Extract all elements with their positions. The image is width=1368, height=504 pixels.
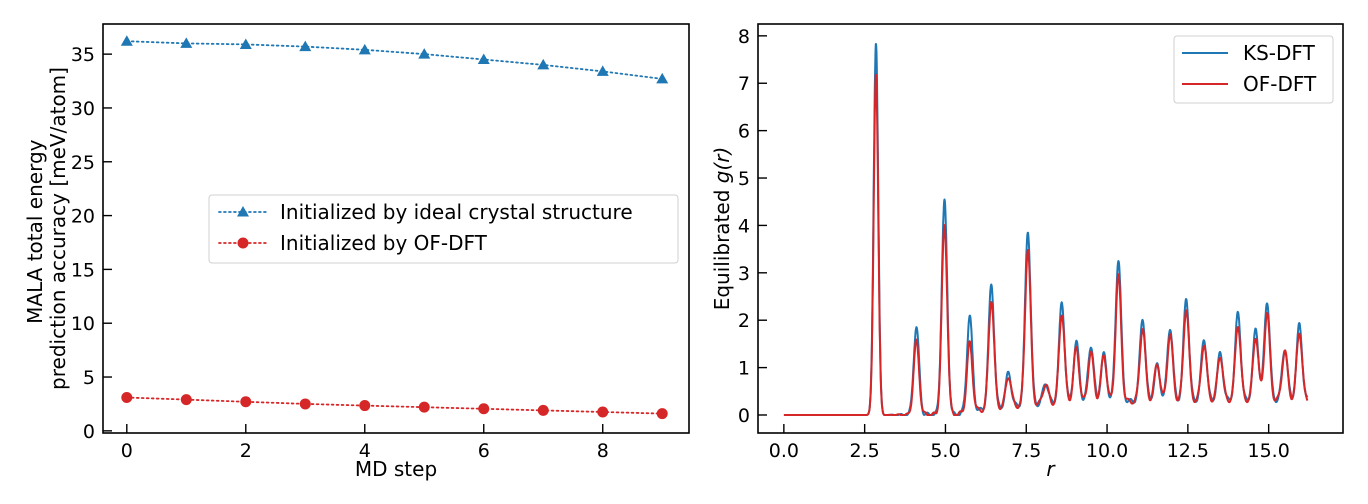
right-y-tick-label: 1 [738, 358, 750, 380]
right-y-tick-label: 2 [738, 310, 750, 332]
left-legend: Initialized by ideal crystal structure In… [208, 194, 679, 264]
left-series-1-point [656, 72, 669, 84]
left-plot-frame [102, 23, 690, 434]
right-series-layer [783, 43, 1309, 416]
right-y-tick-label: 5 [738, 168, 750, 190]
left-series-2-point [537, 404, 549, 416]
left-series-2-point [418, 401, 430, 413]
right-y-tick-label: 0 [738, 405, 750, 427]
left-x-tick-label: 0 [121, 440, 133, 462]
left-series-1-point [418, 48, 431, 59]
right-ticks-layer: 0.0 2.5 5.0 7.5 10.0 12.5 15.0 0 1 2 3 4 5 6 7 8 [738, 26, 1290, 462]
left-y-tick-label: 10 [71, 313, 95, 335]
right-y-tick-label: 3 [738, 263, 750, 285]
left-series-1-point [537, 58, 550, 70]
left-y-tick-label: 35 [71, 44, 95, 66]
right-y-tick-label: 4 [738, 215, 750, 237]
left-series-1-point [596, 65, 609, 76]
left-series-2-point [359, 400, 371, 412]
right-legend-label: OF-DFT [1243, 72, 1317, 96]
left-ticks-layer: 0 2 4 6 8 0 5 10 15 20 25 30 35 [71, 44, 609, 462]
left-y-tick-label: 5 [83, 367, 95, 389]
left-series-line-2 [125, 396, 664, 415]
right-x-tick-label: 10.0 [1086, 440, 1128, 462]
left-series-2-point [478, 403, 490, 415]
left-legend-marker [237, 237, 249, 249]
left-series-1-point [239, 38, 252, 49]
left-x-axis-label: MD step [355, 457, 437, 481]
left-series-1-point [477, 53, 490, 65]
right-legend-label: KS-DFT [1243, 41, 1316, 65]
right-y-tick-label: 7 [738, 73, 750, 95]
left-series-2-point [121, 391, 133, 403]
left-y-tick-label: 25 [71, 152, 95, 174]
left-y-tick-label: 15 [71, 259, 95, 281]
right-x-tick-label: 0.0 [769, 440, 799, 462]
left-x-tick-label: 8 [597, 440, 609, 462]
left-y-tick-label: 0 [83, 421, 95, 443]
right-legend: KS-DFT OF-DFT [1173, 35, 1334, 104]
left-y-axis-label-line-1: MALA total energy [23, 139, 47, 324]
left-x-tick-label: 6 [478, 440, 490, 462]
left-y-tick-label: 20 [71, 206, 95, 228]
left-series-2-point [180, 394, 192, 406]
right-series-line-2 [783, 73, 1309, 416]
right-plot-frame [757, 23, 1344, 434]
right-x-tick-label: 15.0 [1248, 440, 1290, 462]
left-y-axis-label-line-2: prediction accuracy [meV/atom] [46, 67, 70, 390]
right-x-tick-label: 5.0 [930, 440, 960, 462]
right-y-axis-label-prefix: Equilibrated [710, 183, 734, 310]
left-legend-box [208, 194, 679, 264]
right-y-tick-label: 6 [738, 121, 750, 143]
left-y-tick-label: 30 [71, 98, 95, 120]
right-x-axis-label: r [1046, 457, 1056, 481]
left-x-tick-label: 4 [359, 440, 371, 462]
right-x-tick-label: 2.5 [850, 440, 880, 462]
left-y-axis-label: MALA total energy prediction accuracy [m… [23, 67, 70, 390]
left-series-1-point [358, 43, 371, 55]
left-series-1-point [299, 40, 312, 52]
right-y-axis-label-math: g(r) [710, 147, 734, 184]
left-series-2-point [656, 408, 668, 420]
right-y-axis-label: Equilibrated g(r) [710, 147, 734, 311]
left-series-2-point [597, 406, 609, 418]
left-series-line-1 [125, 40, 664, 80]
left-series-layer [120, 35, 669, 420]
right-y-tick-label: 8 [738, 26, 750, 48]
left-series-2-point [299, 398, 311, 410]
right-x-tick-label: 7.5 [1011, 440, 1041, 462]
left-chart-panel: 0 2 4 6 8 0 5 10 15 20 25 30 35 MD step MALA total e… [23, 23, 690, 481]
right-chart-panel: 0.0 2.5 5.0 7.5 10.0 12.5 15.0 0 1 2 3 4 5 6 7 8 r Equi… [710, 23, 1344, 481]
left-series-1-point [120, 35, 133, 46]
left-legend-label: Initialized by ideal crystal structure [280, 200, 633, 224]
left-x-tick-label: 2 [240, 440, 252, 462]
left-legend-label: Initialized by OF-DFT [280, 231, 488, 255]
left-legend-marker [237, 206, 249, 217]
left-series-1-point [180, 37, 193, 48]
right-x-tick-label: 12.5 [1167, 440, 1209, 462]
left-series-2-point [240, 396, 252, 408]
